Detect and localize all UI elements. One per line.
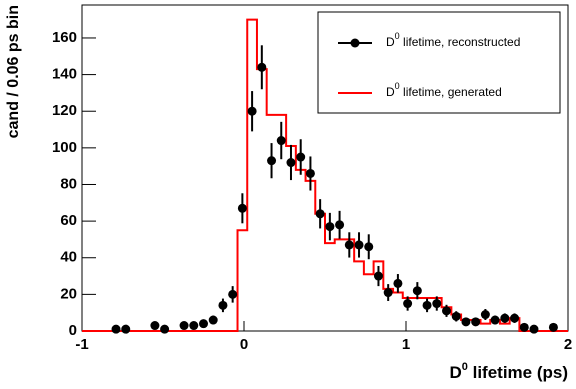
data-point xyxy=(305,168,315,178)
legend-box xyxy=(317,11,561,114)
y-axis-label: cand / 0.06 ps bin xyxy=(5,5,22,138)
data-point xyxy=(451,311,461,321)
legend-label: D0 lifetime, generated xyxy=(386,81,502,99)
x-label-part: lifetime (ps) xyxy=(468,363,568,382)
plot-frame xyxy=(81,4,569,332)
data-point xyxy=(111,324,121,334)
x-tick-label: 1 xyxy=(402,336,410,353)
data-point xyxy=(510,313,520,323)
data-point xyxy=(519,322,529,332)
data-point xyxy=(189,321,199,331)
data-point xyxy=(480,310,490,320)
data-point xyxy=(500,313,510,323)
y-tick-label: 100 xyxy=(52,139,77,156)
data-point xyxy=(335,220,345,230)
y-tick-label: 140 xyxy=(52,66,77,83)
data-point xyxy=(373,271,383,281)
legend-label-part: D xyxy=(386,85,395,99)
data-point xyxy=(412,286,422,296)
legend-label: D0 lifetime, reconstructed xyxy=(386,31,520,49)
y-tick-label: 40 xyxy=(60,249,77,266)
legend-label-part: 0 xyxy=(395,31,400,41)
data-point xyxy=(432,299,442,309)
legend-label-part: lifetime, generated xyxy=(400,85,502,99)
data-point xyxy=(228,289,238,299)
data-point xyxy=(179,321,189,331)
legend-marker xyxy=(350,38,360,48)
data-point xyxy=(296,152,306,162)
x-label-sup: 0 xyxy=(462,361,468,373)
data-point xyxy=(286,158,296,168)
data-point xyxy=(471,317,481,327)
data-point xyxy=(218,300,228,310)
y-tick-label: 60 xyxy=(60,212,77,229)
data-point xyxy=(276,136,286,146)
data-point xyxy=(344,240,354,250)
data-point xyxy=(383,288,393,298)
legend-label-part: D xyxy=(386,35,395,49)
data-point xyxy=(364,242,374,252)
data-point xyxy=(490,315,500,325)
y-tick-label: 160 xyxy=(52,29,77,46)
data-point xyxy=(422,300,432,310)
data-point xyxy=(237,203,247,213)
legend-label-part: 0 xyxy=(395,81,400,91)
data-point xyxy=(267,156,277,166)
data-point xyxy=(325,222,335,232)
data-point xyxy=(121,324,131,334)
y-tick-label: 20 xyxy=(60,285,77,302)
y-tick-label: 80 xyxy=(60,175,77,192)
data-point xyxy=(461,317,471,327)
data-point xyxy=(160,324,170,334)
data-point xyxy=(529,324,539,334)
data-point xyxy=(247,106,257,116)
data-point xyxy=(257,62,267,72)
data-point xyxy=(315,209,325,219)
y-tick-label: 120 xyxy=(52,102,77,119)
data-point xyxy=(403,299,413,309)
legend-label-part: lifetime, reconstructed xyxy=(400,35,521,49)
data-point xyxy=(548,322,558,332)
y-tick-label: 0 xyxy=(69,322,77,339)
data-point xyxy=(354,240,364,250)
x-tick-label: 2 xyxy=(564,336,572,353)
x-axis-label: D0 lifetime (ps) xyxy=(449,361,568,383)
x-tick-label: -1 xyxy=(75,336,88,353)
x-tick-label: 0 xyxy=(240,336,248,353)
data-point xyxy=(208,315,218,325)
x-label-part: D xyxy=(449,363,461,382)
data-point xyxy=(393,278,403,288)
data-point xyxy=(442,306,451,316)
data-point xyxy=(150,321,160,331)
data-point xyxy=(199,319,208,329)
histogram-step xyxy=(82,18,568,332)
